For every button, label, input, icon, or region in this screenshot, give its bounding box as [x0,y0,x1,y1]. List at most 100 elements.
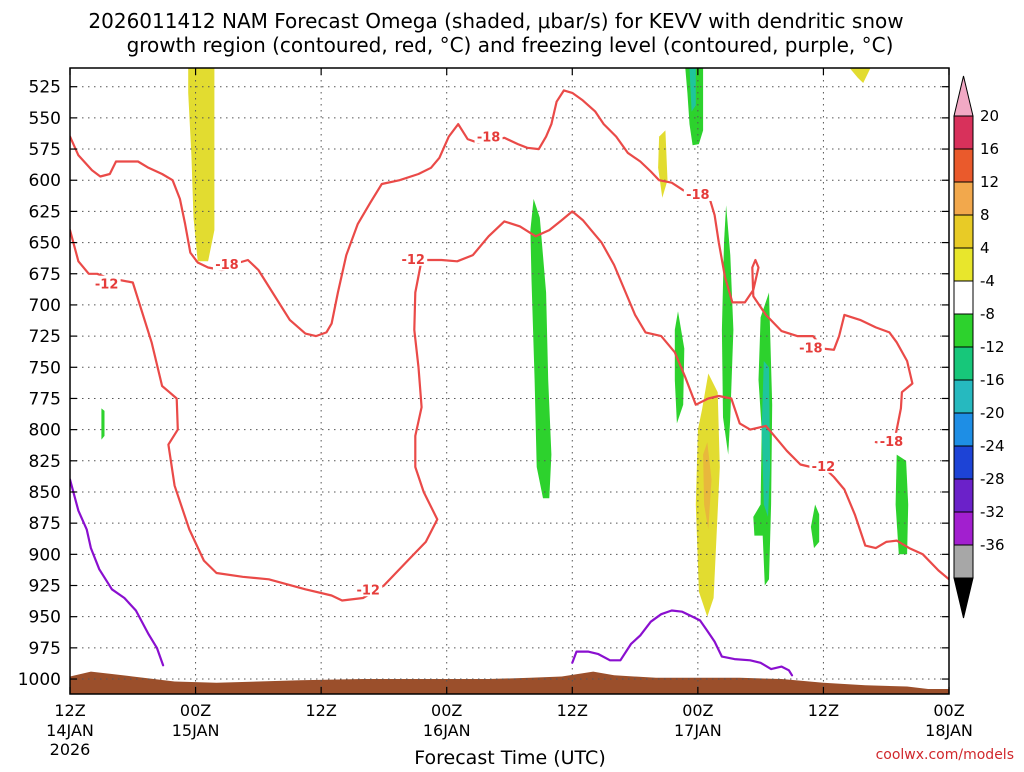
dgz-contour--12 [70,210,949,602]
x-tick-label: 12Z [54,701,85,720]
y-tick-label: 875 [29,514,61,534]
colorbar-tick-label: 16 [980,140,999,158]
omega-region-12 [810,504,820,549]
omega-region-6 [689,68,696,112]
omega-region-9 [721,205,734,455]
colorbar-tick-label: -8 [980,305,995,323]
y-tick-label: 750 [29,358,61,378]
colorbar: 20 16 12 8 4 -4 -8 -12 -16 -20 -24 -28 -32 -36 [953,75,1005,619]
contour-label: -12 [401,253,425,268]
colorbar-box [953,478,974,513]
contour-label-bg [92,275,121,291]
contour-label-bg [877,432,906,448]
y-axis: 525 550 575 600 625 650 675 700 725 750 775 800 825 8… [18,78,949,690]
y-tick-label: 800 [29,421,61,441]
freezing-level-contour-1 [571,609,794,677]
y-tick-label: 675 [29,265,61,285]
omega-region-1 [658,130,668,198]
colorbar-box [953,313,974,348]
credit-text: coolwx.com/models [876,747,1014,763]
x-tick-label: 12Z [557,701,588,720]
y-tick-label: 725 [29,327,61,347]
omega-region-0 [188,68,215,262]
colorbar-tick-label: -12 [980,338,1005,356]
x-tick-date: 18JAN [925,721,973,740]
colorbar-tick-label: 20 [980,107,999,125]
colorbar-tick-label: -4 [980,272,995,290]
colorbar-box [953,412,974,447]
chart-title-line-1: 2026011412 NAM Forecast Omega (shaded, μ… [88,9,903,33]
omega-region-3 [703,442,712,530]
x-tick-year: 2026 [50,740,91,759]
omega-region-11 [761,361,771,517]
y-tick-label: 550 [29,109,61,129]
y-tick-label: 825 [29,452,61,472]
contour-label-bg [354,581,383,597]
colorbar-box [953,148,974,183]
colorbar-box [953,379,974,414]
x-tick-label: 00Z [933,701,964,720]
y-tick-label: 925 [29,577,61,597]
contour-label: -18 [880,435,904,450]
contour-labels: -12 -18 -12 -12 -18 -18 -18 -12 -18 [92,128,906,598]
y-tick-label: 575 [29,140,61,160]
x-tick-label: 00Z [180,701,211,720]
omega-region-8 [674,311,685,424]
y-tick-label: 700 [29,296,61,316]
contour-label: -12 [356,583,380,598]
colorbar-box [953,445,974,480]
chart-title-line-2: growth region (contoured, red, °C) and f… [127,33,894,57]
colorbar-tick-label: -28 [980,470,1005,488]
contour-label: -18 [799,341,823,356]
contour-label-bg [399,250,428,266]
x-tick-date: 14JAN [46,721,94,740]
x-tick-label: 12Z [808,701,839,720]
omega-region-13 [895,454,909,555]
colorbar-box [953,247,974,282]
x-tick-label: 00Z [682,701,713,720]
plot-frame [69,67,950,695]
contour-label: -18 [477,131,501,146]
y-tick-label: 775 [29,389,61,409]
y-tick-label: 900 [29,545,61,565]
omega-region-7 [530,198,552,499]
contour-label: -12 [812,460,836,475]
contour-label: -18 [686,188,710,203]
colorbar-box [953,214,974,249]
contour-label-bg [683,185,712,201]
contour-label-bg [809,457,838,473]
contour-label: -12 [95,278,119,293]
omega-region-4 [849,68,871,83]
terrain-area [70,671,949,694]
colorbar-tick-label: -20 [980,404,1005,422]
colorbar-box [953,181,974,216]
colorbar-tick-label: -24 [980,437,1005,455]
y-tick-label: 525 [29,78,61,98]
y-tick-label: 850 [29,483,61,503]
y-tick-label: 975 [29,639,61,659]
contour-label: -18 [215,258,239,273]
x-tick-label: 12Z [305,701,336,720]
colorbar-box [953,280,974,315]
y-tick-label: 950 [29,608,61,628]
colorbar-box [953,346,974,381]
x-axis-label: Forecast Time (UTC) [414,747,605,768]
y-tick-label: 600 [29,171,61,191]
colorbar-tick-label: -36 [980,536,1005,554]
x-tick-label: 00Z [431,701,462,720]
omega-shading [101,68,909,617]
y-tick-label: 650 [29,234,61,254]
y-tick-label: 625 [29,202,61,222]
colorbar-top-arrow [953,75,974,117]
colorbar-box [953,544,974,579]
colorbar-box [953,511,974,546]
colorbar-tick-label: -32 [980,503,1005,521]
contour-label-bg [796,339,825,355]
colorbar-bottom-arrow [953,577,974,619]
omega-region-14 [101,408,105,440]
contour-label-bg [474,128,503,144]
x-tick-date: 16JAN [423,721,471,740]
